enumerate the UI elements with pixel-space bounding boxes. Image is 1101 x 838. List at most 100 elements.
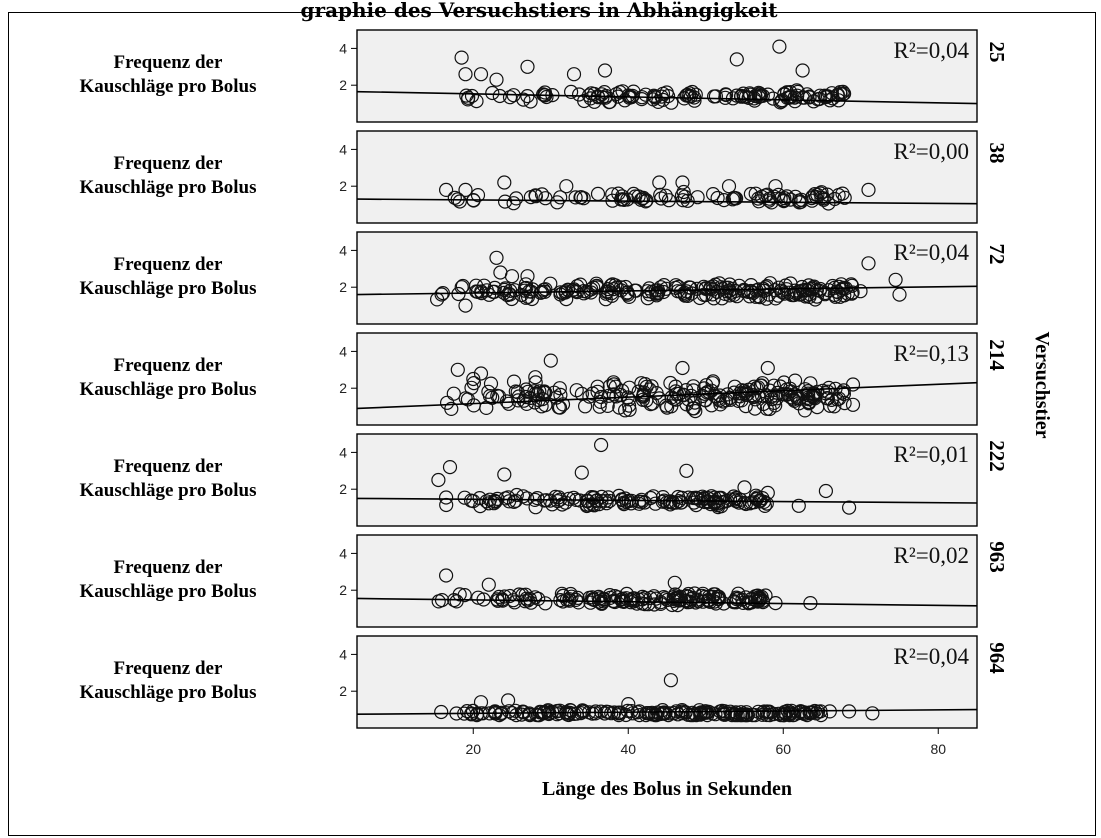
data-point <box>502 90 518 105</box>
data-point <box>555 397 571 412</box>
data-point <box>577 399 593 414</box>
data-point <box>558 495 573 510</box>
data-point <box>662 706 677 721</box>
y-tick-label: 2 <box>339 279 347 295</box>
data-point <box>687 706 702 722</box>
data-point <box>736 89 751 104</box>
data-point <box>492 707 507 723</box>
data-point <box>452 587 467 602</box>
data-point <box>449 594 464 609</box>
data-point <box>520 269 535 284</box>
y-axis-label: Frequenz der <box>114 254 223 275</box>
data-point <box>570 590 585 606</box>
data-point <box>751 191 766 206</box>
r-squared-label: R²=0,01 <box>894 442 969 467</box>
data-point <box>458 298 473 313</box>
data-point <box>820 384 835 399</box>
data-point <box>510 385 525 400</box>
data-point <box>655 92 671 108</box>
fit-line <box>356 381 978 410</box>
data-point <box>697 381 712 396</box>
y-axis-label: Kauschläge pro Bolus <box>79 682 256 703</box>
data-point <box>686 401 702 416</box>
data-point <box>705 187 721 202</box>
data-point <box>631 496 647 511</box>
data-point <box>801 392 816 407</box>
data-point <box>509 487 524 503</box>
data-point <box>473 67 489 82</box>
data-point <box>731 393 746 408</box>
panel-frame <box>356 231 978 325</box>
data-point <box>592 497 607 512</box>
data-point <box>568 190 583 205</box>
data-point <box>516 92 531 107</box>
data-point <box>810 92 825 107</box>
data-point <box>676 184 691 200</box>
data-point <box>888 272 903 287</box>
data-point <box>845 397 861 412</box>
data-point <box>753 88 769 103</box>
data-point <box>469 284 484 299</box>
data-point <box>434 287 449 302</box>
data-point <box>571 595 586 610</box>
x-axis-label: Länge des Bolus in Sekunden <box>542 778 792 800</box>
data-point <box>708 277 723 292</box>
data-point <box>497 175 512 190</box>
data-point <box>593 389 609 405</box>
y-tick-label: 4 <box>339 40 347 56</box>
data-point <box>775 387 790 402</box>
r-squared-label: R²=0,00 <box>894 139 969 164</box>
data-point <box>602 94 618 110</box>
data-point <box>520 59 535 74</box>
y-tick-label: 2 <box>339 380 347 396</box>
data-point <box>820 187 835 202</box>
data-point <box>585 590 600 605</box>
data-point <box>777 191 792 206</box>
data-point <box>637 590 653 606</box>
data-point <box>680 707 696 722</box>
data-point <box>845 377 861 392</box>
data-point <box>663 673 679 688</box>
data-point <box>656 284 671 300</box>
data-point <box>585 497 600 512</box>
data-point <box>519 280 534 296</box>
x-tick-label: 40 <box>620 741 636 757</box>
data-point <box>716 193 732 208</box>
data-point <box>776 375 792 390</box>
data-point <box>655 706 671 721</box>
data-point <box>710 190 725 206</box>
data-point <box>690 190 705 205</box>
data-point <box>487 284 502 299</box>
data-point <box>708 89 724 104</box>
data-point <box>776 707 791 723</box>
data-point <box>500 288 515 303</box>
data-point <box>755 491 770 506</box>
y-axis-label: Kauschläge pro Bolus <box>79 581 256 602</box>
data-point <box>687 93 702 108</box>
data-point <box>641 706 656 721</box>
figure-title-fragment: graphie des Versuchstiers in Abhängigkei… <box>300 1 778 22</box>
y-axis-label: Kauschläge pro Bolus <box>79 379 256 400</box>
y-tick-label: 2 <box>339 683 347 699</box>
data-point <box>439 182 454 197</box>
data-point <box>648 591 664 606</box>
data-point <box>555 588 571 603</box>
data-point <box>813 186 828 201</box>
data-point <box>774 94 789 109</box>
data-point <box>802 90 817 105</box>
x-tick-label: 20 <box>465 741 481 757</box>
data-point <box>594 596 609 611</box>
data-point <box>771 706 786 721</box>
data-point <box>745 388 760 403</box>
data-point <box>697 494 712 510</box>
data-point <box>644 379 659 394</box>
data-point <box>649 288 664 303</box>
y-axis-label: Frequenz der <box>114 355 223 376</box>
data-point <box>528 375 543 390</box>
data-point <box>794 192 809 207</box>
data-point <box>454 50 469 65</box>
data-point <box>621 696 636 712</box>
data-point <box>602 379 617 394</box>
data-point <box>563 84 579 100</box>
data-point <box>485 85 500 101</box>
